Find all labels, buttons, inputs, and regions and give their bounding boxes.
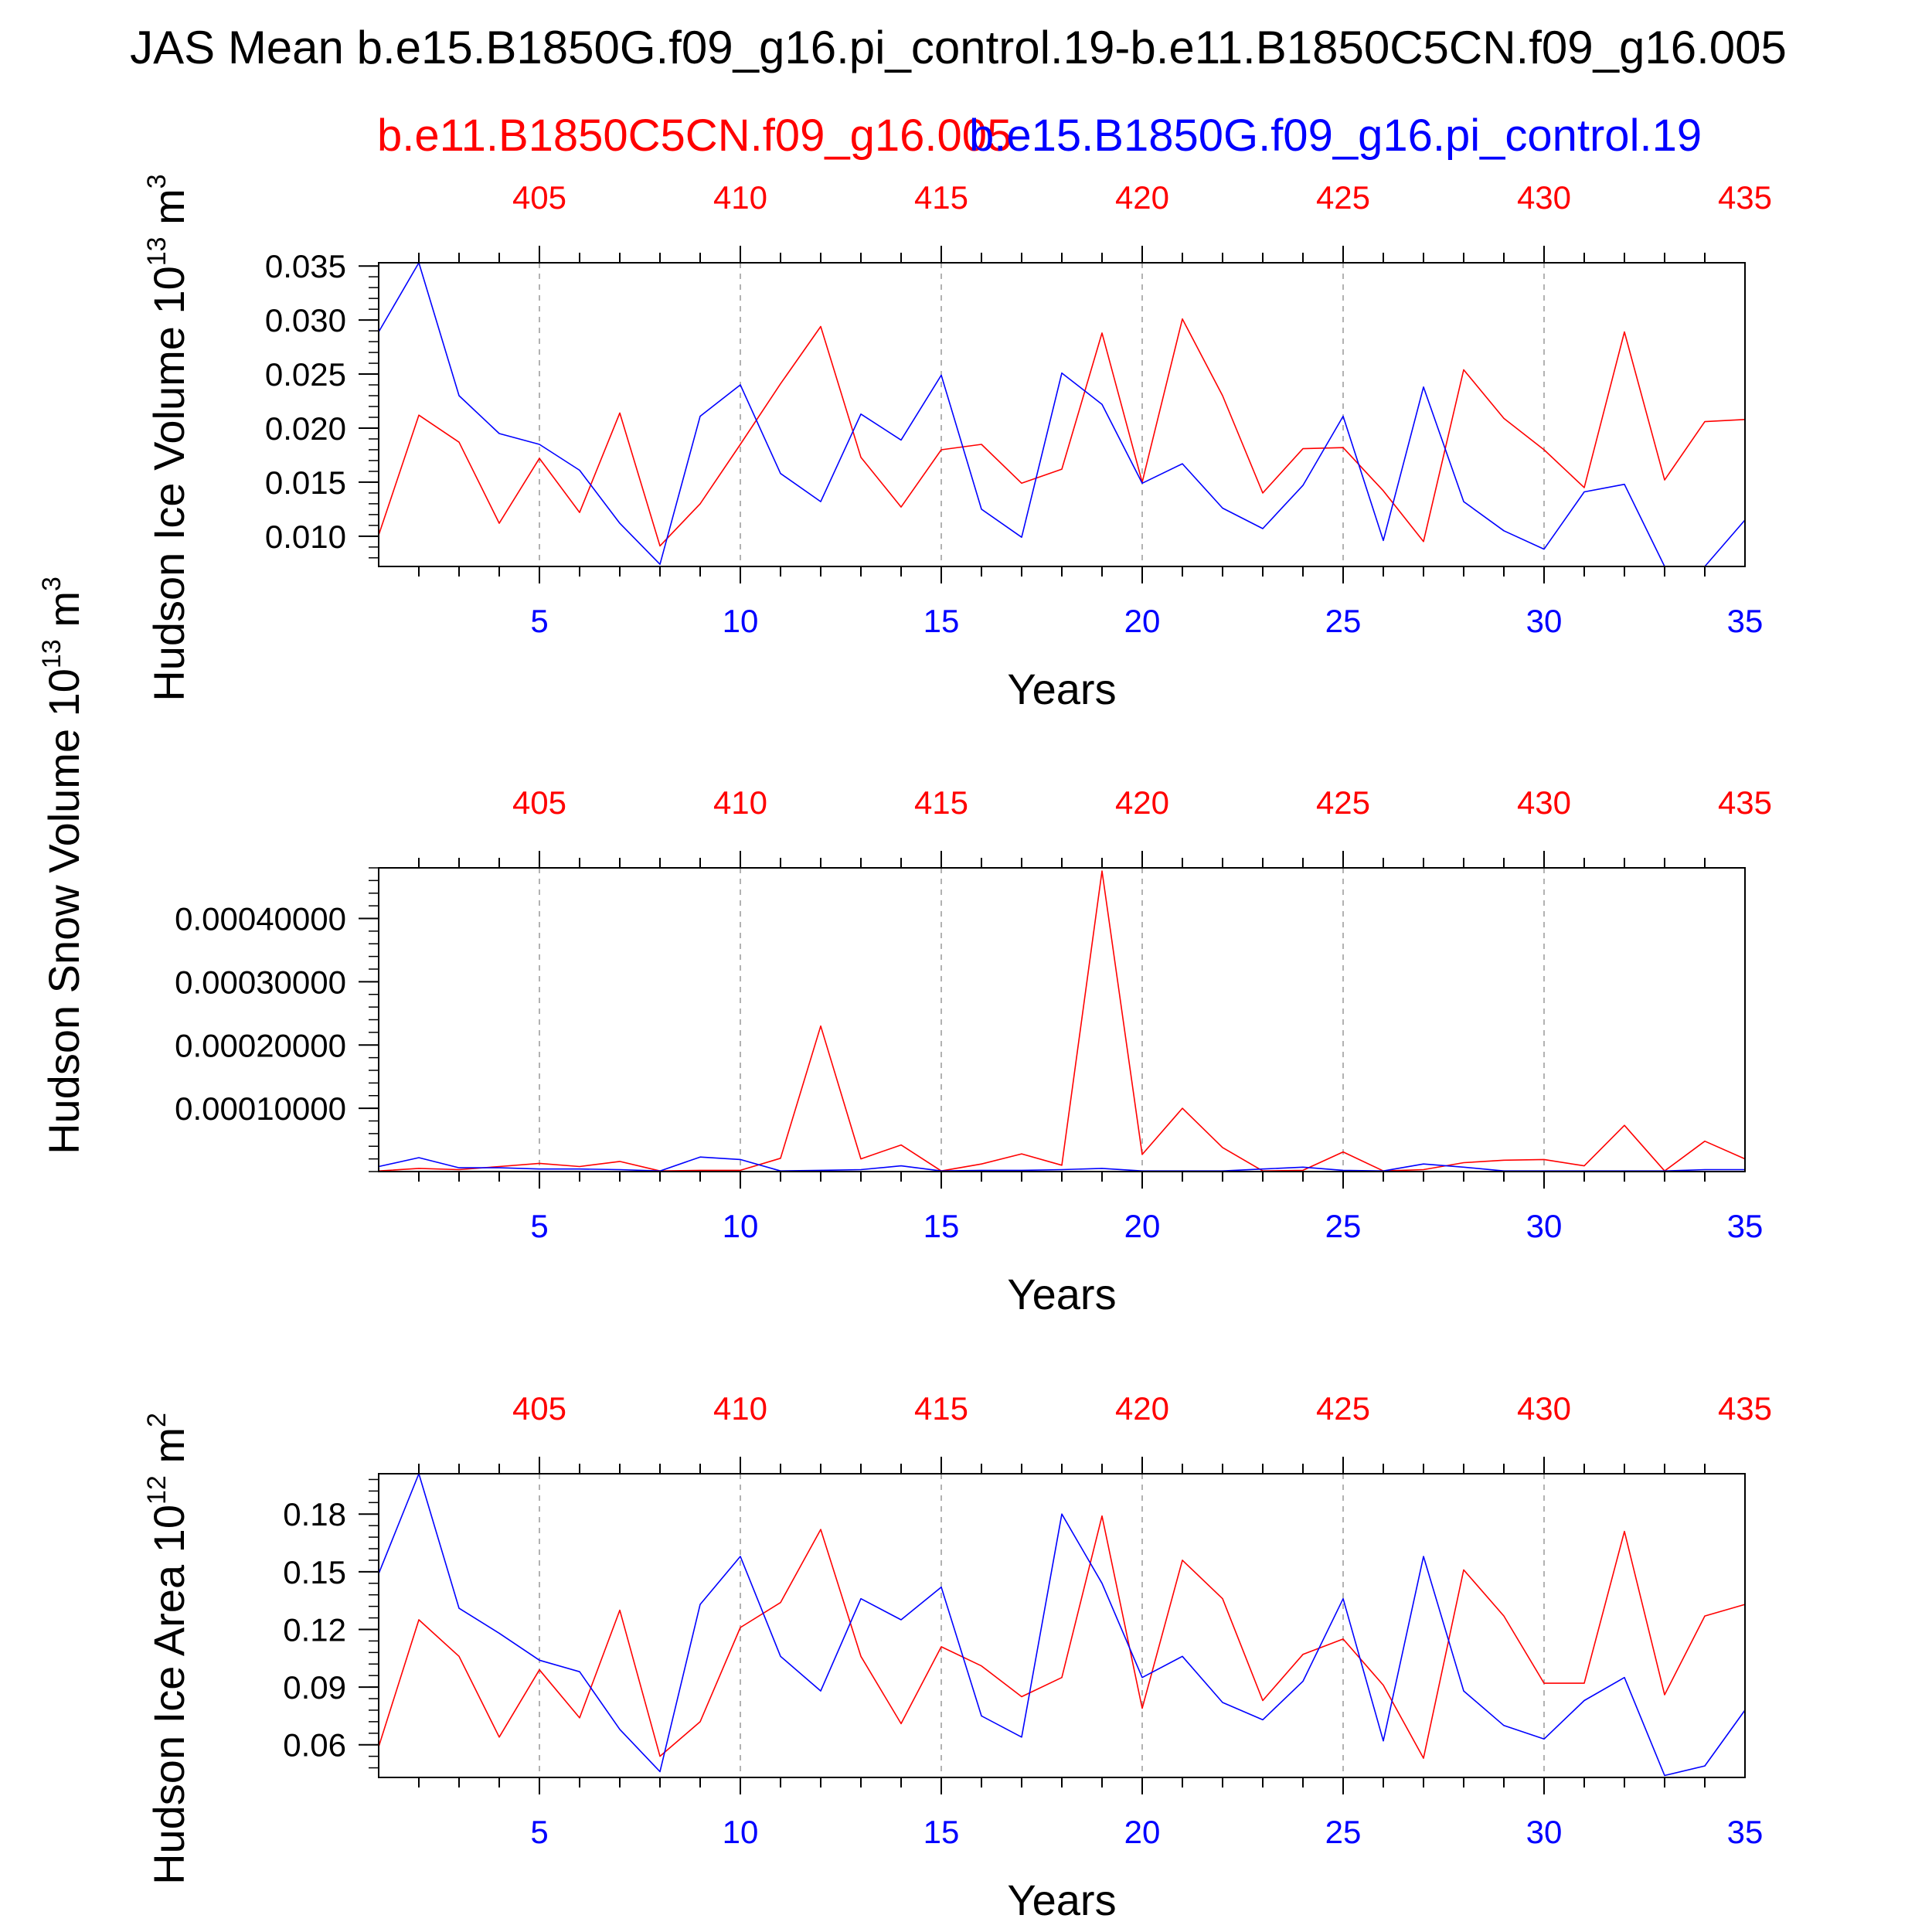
y-tick-label: 0.00030000 [175, 964, 346, 1000]
top-tick-label: 415 [914, 179, 968, 216]
y-axis-title-part: 3 [37, 577, 66, 591]
x-tick-label: 35 [1727, 1814, 1764, 1850]
top-tick-label: 410 [713, 179, 767, 216]
x-tick-label: 35 [1727, 603, 1764, 639]
top-tick-label: 430 [1517, 179, 1571, 216]
plot-frame [378, 867, 1746, 1172]
chart-panel-2: 0.00010000 0.00020000 0.00030000 0.00040000… [37, 577, 1772, 1318]
x-tick-label: 30 [1526, 1814, 1563, 1850]
y-tick-label: 0.035 [265, 248, 346, 284]
red-series-line [378, 1515, 1746, 1759]
plot-frame [378, 1473, 1746, 1778]
x-axis-title: Years [1007, 1876, 1116, 1924]
top-tick-label: 435 [1718, 784, 1772, 821]
y-tick-label: 0.00020000 [175, 1027, 346, 1063]
x-axis-title: Years [1007, 665, 1116, 713]
top-tick-label: 425 [1316, 784, 1370, 821]
x-tick-label: 5 [530, 1208, 548, 1244]
top-tick-label: 435 [1718, 1390, 1772, 1427]
y-axis-title-part: Hudson Ice Area 10 [145, 1505, 193, 1885]
x-tick-label: 10 [723, 1814, 759, 1850]
top-tick-label: 405 [512, 784, 566, 821]
x-tick-label: 15 [923, 1814, 960, 1850]
x-tick-label: 25 [1325, 603, 1362, 639]
y-axis-title-part: m [39, 591, 88, 639]
figure-title: JAS Mean b.e15.B1850G.f09_g16.pi_control… [130, 22, 1787, 73]
y-axis-title-part: 2 [142, 1413, 172, 1427]
y-tick-label: 0.015 [265, 464, 346, 501]
y-tick-label: 0.12 [283, 1611, 346, 1648]
top-tick-label: 405 [512, 1390, 566, 1427]
x-tick-label: 30 [1526, 1208, 1563, 1244]
x-tick-label: 15 [923, 1208, 960, 1244]
top-tick-label: 415 [914, 1390, 968, 1427]
y-axis-title-part: m [145, 1427, 193, 1475]
blue-series-line [378, 262, 1746, 567]
x-axis-title: Years [1007, 1270, 1116, 1318]
y-tick-label: 0.030 [265, 302, 346, 338]
red-series-line [378, 318, 1746, 547]
top-tick-label: 435 [1718, 179, 1772, 216]
top-tick-label: 415 [914, 784, 968, 821]
y-tick-label: 0.09 [283, 1669, 346, 1706]
x-tick-label: 10 [723, 603, 759, 639]
x-tick-label: 15 [923, 603, 960, 639]
y-axis-title: Hudson Ice Area 1012 m2 [142, 1413, 193, 1885]
top-tick-label: 410 [713, 1390, 767, 1427]
top-tick-label: 405 [512, 179, 566, 216]
red-series-line [378, 870, 1746, 1172]
top-tick-label: 425 [1316, 1390, 1370, 1427]
x-tick-label: 25 [1325, 1814, 1362, 1850]
top-tick-label: 420 [1115, 784, 1169, 821]
plot-frame [378, 262, 1746, 567]
chart-panel-3: 0.06 0.09 0.12 0.15 0.18 5 10 15 20 25 30 35 405 410 4… [142, 1390, 1772, 1924]
x-tick-label: 20 [1124, 1814, 1161, 1850]
top-tick-label: 430 [1517, 784, 1571, 821]
y-axis-title-part: Hudson Ice Volume 10 [145, 266, 193, 701]
y-axis-title-part: m [145, 189, 193, 236]
x-tick-label: 35 [1727, 1208, 1764, 1244]
y-tick-label: 0.00040000 [175, 901, 346, 937]
y-tick-label: 0.00010000 [175, 1090, 346, 1127]
blue-series-line [378, 1473, 1746, 1777]
x-tick-label: 20 [1124, 1208, 1161, 1244]
y-tick-label: 0.15 [283, 1554, 346, 1590]
y-axis-title: Hudson Ice Volume 1013 m3 [142, 174, 193, 701]
top-tick-label: 430 [1517, 1390, 1571, 1427]
legend-blue-label: b.e15.B1850G.f09_g16.pi_control.19 [969, 111, 1702, 161]
chart-panel-1: 0.010 0.015 0.020 0.025 0.030 0.035 5 10 15 20 25 3… [142, 174, 1772, 713]
x-tick-label: 25 [1325, 1208, 1362, 1244]
legend-red-label: b.e11.B1850C5CN.f09_g16.005 [377, 111, 1012, 161]
y-axis-title-part: 13 [37, 639, 66, 668]
top-tick-label: 420 [1115, 1390, 1169, 1427]
y-axis-title-part: 13 [142, 236, 172, 266]
y-axis-title-part: 12 [142, 1475, 172, 1505]
y-axis-title-part: 3 [142, 174, 172, 189]
y-axis-title: Hudson Snow Volume 1013 m3 [37, 577, 88, 1155]
y-tick-label: 0.06 [283, 1727, 346, 1764]
x-tick-label: 5 [530, 603, 548, 639]
x-tick-label: 10 [723, 1208, 759, 1244]
x-tick-label: 5 [530, 1814, 548, 1850]
y-tick-label: 0.010 [265, 519, 346, 555]
top-tick-label: 410 [713, 784, 767, 821]
y-axis-title-part: Hudson Snow Volume 10 [39, 668, 88, 1155]
x-tick-label: 20 [1124, 603, 1161, 639]
y-tick-label: 0.025 [265, 356, 346, 393]
y-tick-label: 0.020 [265, 410, 346, 447]
top-tick-label: 420 [1115, 179, 1169, 216]
y-tick-label: 0.18 [283, 1496, 346, 1532]
top-tick-label: 425 [1316, 179, 1370, 216]
x-tick-label: 30 [1526, 603, 1563, 639]
